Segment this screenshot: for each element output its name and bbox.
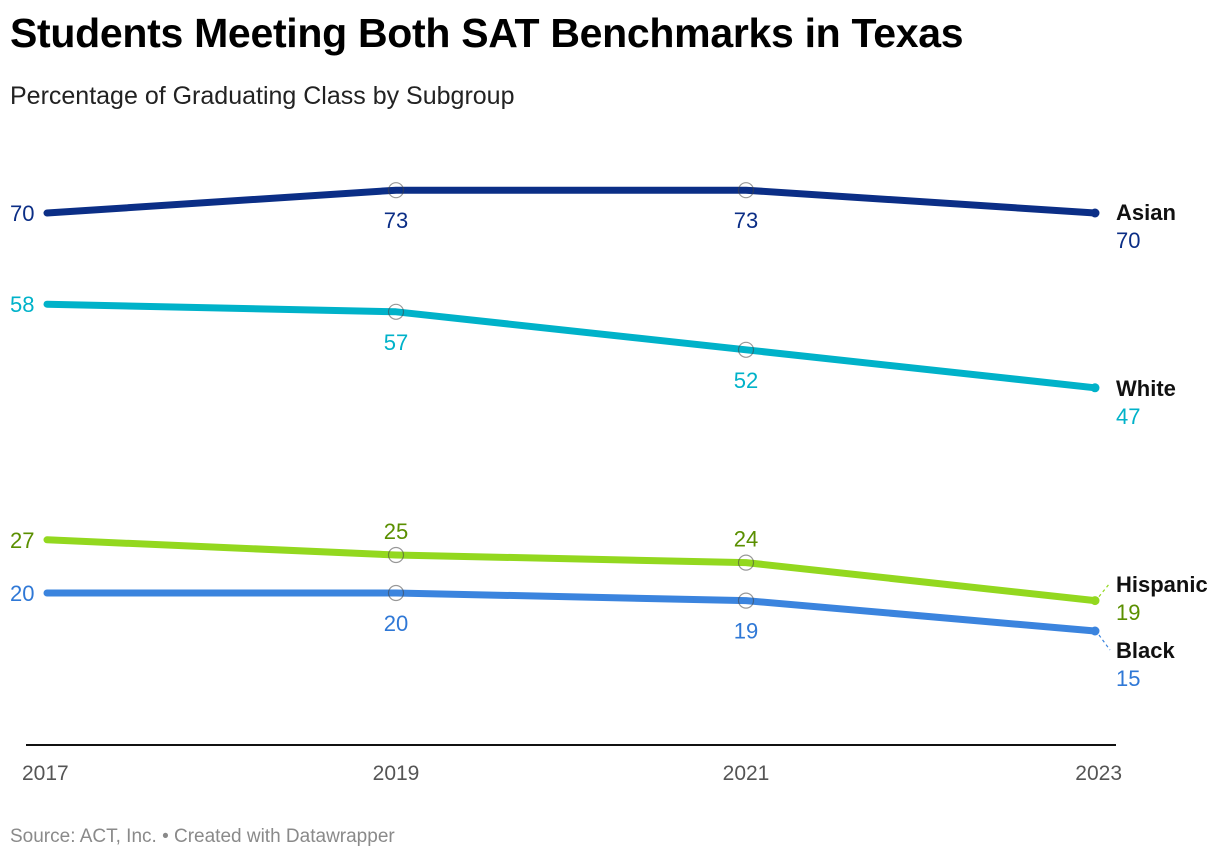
series-name-label: Asian — [1116, 200, 1176, 225]
label-connector — [1098, 634, 1111, 651]
data-label: 24 — [734, 527, 758, 552]
data-label: 70 — [10, 201, 34, 226]
x-tick-label: 2023 — [1075, 762, 1122, 785]
label-connector — [1098, 582, 1111, 597]
x-tick-label: 2021 — [723, 762, 770, 785]
end-point-black — [1090, 626, 1100, 636]
data-label: 19 — [734, 619, 758, 644]
end-point-hispanic — [1090, 596, 1100, 606]
series-points — [387, 182, 1100, 636]
series-line-asian — [43, 186, 1099, 217]
data-label: 58 — [10, 292, 34, 317]
data-label: 25 — [384, 519, 408, 544]
data-label: 73 — [734, 208, 758, 233]
series-line-hispanic — [43, 536, 1099, 605]
data-label: 70 — [1116, 228, 1140, 253]
data-point-marker — [737, 554, 755, 571]
data-point-marker — [387, 182, 405, 199]
series-lines — [43, 186, 1099, 635]
x-tick-label: 2019 — [373, 762, 420, 785]
series-name-label: White — [1116, 376, 1176, 401]
end-point-asian — [1090, 208, 1100, 218]
data-label: 20 — [384, 611, 408, 636]
chart-title: Students Meeting Both SAT Benchmarks in … — [10, 10, 964, 56]
series-line-white — [43, 300, 1099, 392]
x-tick-label: 2017 — [22, 762, 69, 785]
data-label: 73 — [384, 208, 408, 233]
data-label: 47 — [1116, 404, 1140, 429]
data-point-marker — [387, 584, 405, 602]
data-label: 19 — [1116, 600, 1140, 625]
data-point-marker — [737, 592, 755, 609]
series-name-label: Black — [1116, 638, 1175, 663]
series-name-label: Hispanic — [1116, 572, 1208, 597]
data-label: 52 — [734, 368, 758, 393]
series-line-black — [43, 589, 1099, 635]
data-label: 57 — [384, 330, 408, 355]
data-label: 15 — [1116, 666, 1140, 691]
data-label: 27 — [10, 528, 34, 553]
data-point-marker — [737, 182, 755, 199]
end-point-white — [1090, 383, 1100, 393]
data-point-marker — [387, 546, 405, 564]
data-point-marker — [387, 303, 405, 320]
source-note: Source: ACT, Inc. • Created with Datawra… — [10, 826, 395, 847]
x-axis-ticks: 2017 2019 2021 2023 — [22, 762, 1122, 785]
chart-subtitle: Percentage of Graduating Class by Subgro… — [10, 82, 515, 110]
data-label: 20 — [10, 581, 34, 606]
data-point-marker — [737, 341, 755, 358]
series-labels: 70 73 73 Asian 70 58 57 52 White 47 27 25 24 Hispanic… — [10, 200, 1208, 691]
